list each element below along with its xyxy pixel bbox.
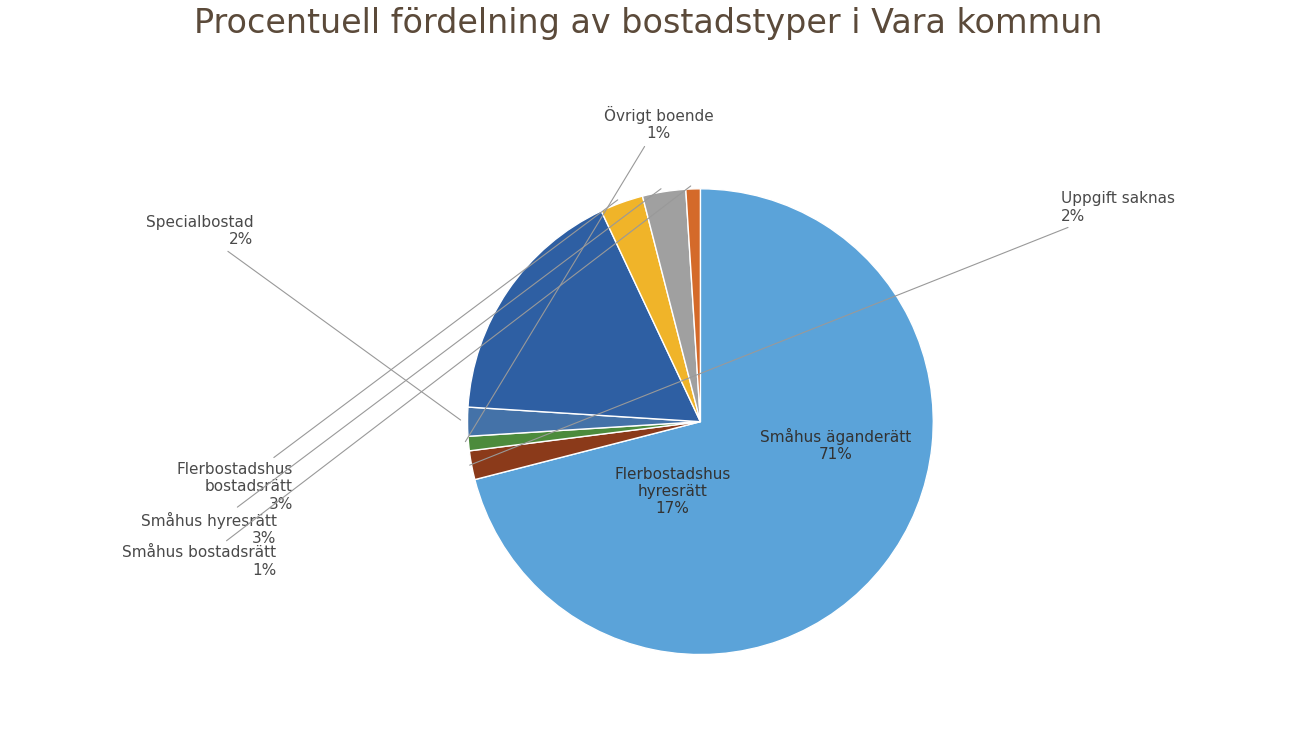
Title: Procentuell fördelning av bostadstyper i Vara kommun: Procentuell fördelning av bostadstyper i… — [193, 7, 1103, 40]
Wedge shape — [643, 189, 700, 422]
Text: Uppgift saknas
2%: Uppgift saknas 2% — [469, 191, 1175, 465]
Wedge shape — [468, 211, 700, 422]
Text: Övrigt boende
1%: Övrigt boende 1% — [465, 106, 713, 441]
Wedge shape — [474, 189, 933, 655]
Text: Specialbostad
2%: Specialbostad 2% — [145, 215, 460, 420]
Wedge shape — [686, 189, 700, 422]
Text: Småhus bostadsrätt
1%: Småhus bostadsrätt 1% — [122, 186, 691, 577]
Text: Flerbostadshus
hyresrätt
17%: Flerbostadshus hyresrätt 17% — [614, 467, 731, 516]
Text: Flerbostadshus
bostadsrätt
3%: Flerbostadshus bostadsrätt 3% — [176, 200, 618, 512]
Wedge shape — [469, 422, 700, 479]
Text: Småhus hyresrätt
3%: Småhus hyresrätt 3% — [140, 189, 661, 546]
Text: Småhus äganderätt
71%: Småhus äganderätt 71% — [759, 428, 911, 462]
Wedge shape — [601, 196, 700, 422]
Wedge shape — [468, 407, 700, 436]
Wedge shape — [468, 422, 700, 451]
